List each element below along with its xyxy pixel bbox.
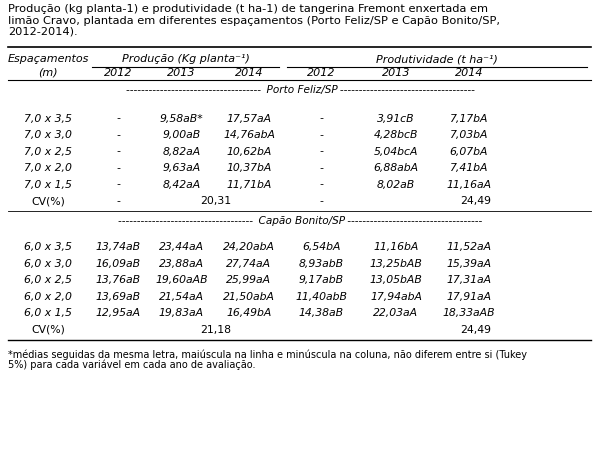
Text: 17,91aA: 17,91aA [446, 292, 492, 302]
Text: (m): (m) [38, 67, 58, 77]
Text: limão Cravo, plantada em diferentes espaçamentos (Porto Feliz/SP e Capão Bonito/: limão Cravo, plantada em diferentes espa… [8, 15, 500, 25]
Text: 7,03bA: 7,03bA [450, 130, 488, 140]
Text: Produtividade (t ha⁻¹): Produtividade (t ha⁻¹) [376, 54, 498, 64]
Text: 23,44aA: 23,44aA [159, 242, 204, 252]
Text: 6,07bA: 6,07bA [450, 147, 488, 157]
Text: Produção (Kg planta⁻¹): Produção (Kg planta⁻¹) [122, 54, 249, 64]
Text: 6,0 x 2,0: 6,0 x 2,0 [24, 292, 72, 302]
Text: 8,82aA: 8,82aA [162, 147, 201, 157]
Text: 7,0 x 2,5: 7,0 x 2,5 [24, 147, 72, 157]
Text: 8,02aB: 8,02aB [377, 179, 415, 189]
Text: 19,83aA: 19,83aA [159, 308, 204, 318]
Text: 16,09aB: 16,09aB [95, 259, 141, 269]
Text: 6,0 x 3,5: 6,0 x 3,5 [24, 242, 72, 252]
Text: 21,50abA: 21,50abA [223, 292, 275, 302]
Text: -: - [319, 163, 323, 173]
Text: 2014: 2014 [455, 67, 483, 77]
Text: 2013: 2013 [167, 67, 196, 77]
Text: -: - [116, 179, 120, 189]
Text: 23,88aA: 23,88aA [159, 259, 204, 269]
Text: -: - [319, 196, 323, 206]
Text: -: - [116, 114, 120, 124]
Text: 15,39aA: 15,39aA [446, 259, 492, 269]
Text: 7,0 x 3,5: 7,0 x 3,5 [24, 114, 72, 124]
Text: -: - [319, 130, 323, 140]
Text: 7,17bA: 7,17bA [450, 114, 488, 124]
Text: 7,41bA: 7,41bA [450, 163, 488, 173]
Text: 9,17abB: 9,17abB [299, 275, 344, 285]
Text: 9,00aB: 9,00aB [162, 130, 201, 140]
Text: 2012: 2012 [104, 67, 132, 77]
Text: 18,33aAB: 18,33aAB [443, 308, 495, 318]
Text: 21,54aA: 21,54aA [159, 292, 204, 302]
Text: 3,91cB: 3,91cB [377, 114, 415, 124]
Text: 7,0 x 1,5: 7,0 x 1,5 [24, 179, 72, 189]
Text: 2012: 2012 [307, 67, 336, 77]
Text: ------------------------------------  Capão Bonito/SP --------------------------: ------------------------------------ Cap… [118, 216, 482, 226]
Text: 17,94abA: 17,94abA [370, 292, 422, 302]
Text: 14,38aB: 14,38aB [299, 308, 344, 318]
Text: 24,49: 24,49 [460, 196, 491, 206]
Text: 11,16aA: 11,16aA [446, 179, 492, 189]
Text: 6,0 x 3,0: 6,0 x 3,0 [24, 259, 72, 269]
Text: 2014: 2014 [235, 67, 263, 77]
Text: 17,31aA: 17,31aA [446, 275, 492, 285]
Text: 6,0 x 1,5: 6,0 x 1,5 [24, 308, 72, 318]
Text: 14,76abA: 14,76abA [223, 130, 275, 140]
Text: 6,88abA: 6,88abA [373, 163, 419, 173]
Text: CV(%): CV(%) [31, 325, 65, 335]
Text: -: - [319, 147, 323, 157]
Text: 13,76aB: 13,76aB [95, 275, 141, 285]
Text: 27,74aA: 27,74aA [226, 259, 271, 269]
Text: 4,28bcB: 4,28bcB [374, 130, 418, 140]
Text: 24,20abA: 24,20abA [223, 242, 275, 252]
Text: -: - [116, 196, 120, 206]
Text: Espaçamentos: Espaçamentos [7, 54, 89, 64]
Text: 13,05bAB: 13,05bAB [370, 275, 422, 285]
Text: 8,42aA: 8,42aA [162, 179, 201, 189]
Text: 20,31: 20,31 [200, 196, 231, 206]
Text: 2013: 2013 [382, 67, 410, 77]
Text: 11,52aA: 11,52aA [446, 242, 492, 252]
Text: -: - [116, 147, 120, 157]
Text: 11,71bA: 11,71bA [226, 179, 272, 189]
Text: CV(%): CV(%) [31, 196, 65, 206]
Text: 7,0 x 3,0: 7,0 x 3,0 [24, 130, 72, 140]
Text: ------------------------------------  Porto Feliz/SP ---------------------------: ------------------------------------ Por… [126, 86, 474, 96]
Text: 8,93abB: 8,93abB [299, 259, 344, 269]
Text: -: - [116, 130, 120, 140]
Text: 10,62bA: 10,62bA [226, 147, 272, 157]
Text: -: - [319, 179, 323, 189]
Text: 6,0 x 2,5: 6,0 x 2,5 [24, 275, 72, 285]
Text: 10,37bA: 10,37bA [226, 163, 272, 173]
Text: 6,54bA: 6,54bA [302, 242, 341, 252]
Text: 5,04bcA: 5,04bcA [374, 147, 418, 157]
Text: 9,63aA: 9,63aA [162, 163, 201, 173]
Text: 16,49bA: 16,49bA [226, 308, 272, 318]
Text: -: - [319, 114, 323, 124]
Text: 22,03aA: 22,03aA [373, 308, 419, 318]
Text: Produção (kg planta-1) e produtividade (t ha-1) de tangerina Fremont enxertada e: Produção (kg planta-1) e produtividade (… [8, 4, 488, 14]
Text: 11,16bA: 11,16bA [373, 242, 419, 252]
Text: 25,99aA: 25,99aA [226, 275, 271, 285]
Text: 19,60aAB: 19,60aAB [155, 275, 208, 285]
Text: 13,74aB: 13,74aB [95, 242, 141, 252]
Text: -: - [116, 163, 120, 173]
Text: 24,49: 24,49 [460, 325, 491, 335]
Text: 17,57aA: 17,57aA [226, 114, 271, 124]
Text: 7,0 x 2,0: 7,0 x 2,0 [24, 163, 72, 173]
Text: *médias seguidas da mesma letra, maiúscula na linha e minúscula na coluna, não d: *médias seguidas da mesma letra, maiúscu… [8, 350, 527, 360]
Text: 2012-2014).: 2012-2014). [8, 27, 78, 37]
Text: 13,25bAB: 13,25bAB [370, 259, 422, 269]
Text: 5%) para cada variável em cada ano de avaliação.: 5%) para cada variável em cada ano de av… [8, 360, 256, 370]
Text: 12,95aA: 12,95aA [95, 308, 141, 318]
Text: 13,69aB: 13,69aB [95, 292, 141, 302]
Text: 9,58aB*: 9,58aB* [159, 114, 204, 124]
Text: 11,40abB: 11,40abB [295, 292, 347, 302]
Text: 21,18: 21,18 [200, 325, 231, 335]
